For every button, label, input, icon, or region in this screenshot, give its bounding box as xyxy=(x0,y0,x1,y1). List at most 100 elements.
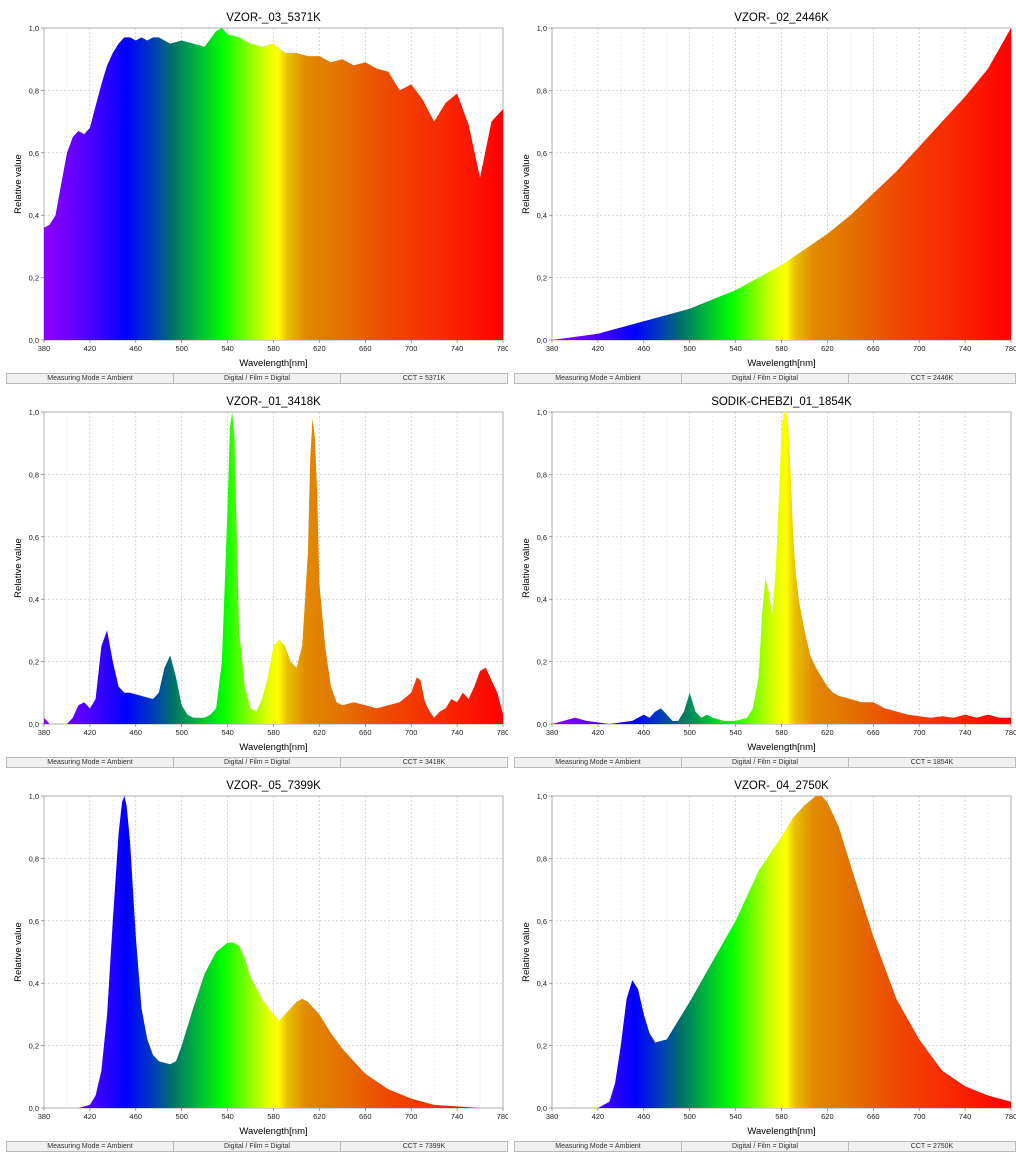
y-tick-label: 0,2 xyxy=(537,1042,547,1051)
y-axis-label: Relative value xyxy=(521,154,532,214)
status-field: Measuring Mode = Ambient xyxy=(515,374,682,383)
x-axis-label: Wavelength[nm] xyxy=(747,358,815,369)
x-tick-label: 700 xyxy=(405,344,418,353)
spectrum-chart: 380 420 460 500 540 580 620 660 700 740 780 0,0 0,2 0… xyxy=(13,780,508,1137)
y-axis-label: Relative value xyxy=(13,154,24,214)
chart-title: VZOR-_04_2750K xyxy=(734,780,829,792)
x-tick-label: 780 xyxy=(1005,344,1016,353)
chart-panel: 380 420 460 500 540 580 620 660 700 740 780 0,0 0,2 0… xyxy=(0,384,508,768)
x-tick-label: 460 xyxy=(638,344,651,353)
x-axis-label: Wavelength[nm] xyxy=(239,1126,307,1137)
spectrum-chart: 380 420 460 500 540 580 620 660 700 740 780 0,0 0,2 0… xyxy=(521,12,1016,369)
y-tick-label: 1,0 xyxy=(537,24,547,33)
spectrum-chart: 380 420 460 500 540 580 620 660 700 740 780 0,0 0,2 0… xyxy=(521,780,1016,1137)
x-tick-label: 780 xyxy=(497,344,508,353)
x-tick-label: 660 xyxy=(867,344,880,353)
x-tick-label: 540 xyxy=(729,1112,742,1121)
chart-title: SODIK-CHEBZI_01_1854K xyxy=(711,396,852,408)
y-tick-label: 0,4 xyxy=(29,595,39,604)
x-axis-label: Wavelength[nm] xyxy=(747,742,815,753)
x-tick-label: 420 xyxy=(84,1112,97,1121)
x-tick-label: 580 xyxy=(775,728,788,737)
y-tick-label: 0,8 xyxy=(537,470,547,479)
x-tick-label: 660 xyxy=(867,728,880,737)
x-tick-label: 420 xyxy=(84,344,97,353)
x-tick-label: 540 xyxy=(729,728,742,737)
y-tick-label: 1,0 xyxy=(29,24,39,33)
x-tick-label: 500 xyxy=(683,728,696,737)
x-tick-label: 380 xyxy=(38,728,51,737)
x-tick-label: 420 xyxy=(592,1112,605,1121)
x-tick-label: 540 xyxy=(221,344,234,353)
x-tick-label: 500 xyxy=(175,728,188,737)
y-tick-label: 0,6 xyxy=(537,533,547,542)
x-tick-label: 620 xyxy=(821,344,834,353)
x-tick-label: 540 xyxy=(729,344,742,353)
x-tick-label: 380 xyxy=(38,344,51,353)
status-field: Measuring Mode = Ambient xyxy=(7,374,174,383)
y-tick-label: 0,4 xyxy=(537,211,547,220)
status-field: Digital / Film = Digital xyxy=(174,374,341,383)
y-tick-label: 0,8 xyxy=(29,470,39,479)
y-tick-label: 0,6 xyxy=(537,917,547,926)
y-tick-label: 0,0 xyxy=(537,336,547,345)
x-tick-label: 780 xyxy=(497,1112,508,1121)
status-field: CCT = 2750K xyxy=(910,1143,954,1150)
x-tick-label: 740 xyxy=(451,344,464,353)
x-tick-label: 580 xyxy=(267,1112,280,1121)
spectrum-area xyxy=(44,28,503,340)
chart-panel: 380 420 460 500 540 580 620 660 700 740 780 0,0 0,2 0… xyxy=(508,768,1016,1152)
status-bar: Measuring Mode = Ambient Digital / Film =… xyxy=(514,1141,1016,1152)
x-tick-label: 420 xyxy=(84,728,97,737)
x-tick-label: 420 xyxy=(592,728,605,737)
status-bar: Measuring Mode = Ambient Digital / Film =… xyxy=(6,373,508,384)
y-tick-label: 0,8 xyxy=(29,854,39,863)
x-tick-label: 700 xyxy=(405,1112,418,1121)
x-tick-label: 500 xyxy=(175,1112,188,1121)
y-tick-label: 0,4 xyxy=(29,979,39,988)
x-tick-label: 380 xyxy=(546,1112,559,1121)
status-bar: Measuring Mode = Ambient Digital / Film =… xyxy=(514,757,1016,768)
x-tick-label: 500 xyxy=(175,344,188,353)
y-tick-label: 0,4 xyxy=(29,211,39,220)
x-tick-label: 740 xyxy=(959,728,972,737)
x-tick-label: 620 xyxy=(821,1112,834,1121)
x-tick-label: 780 xyxy=(1005,728,1016,737)
status-field: Digital / Film = Digital xyxy=(682,374,849,383)
status-field: CCT = 7399K xyxy=(402,1143,446,1150)
x-tick-label: 460 xyxy=(638,1112,651,1121)
y-tick-label: 0,0 xyxy=(537,720,547,729)
status-bar: Measuring Mode = Ambient Digital / Film =… xyxy=(514,373,1016,384)
x-tick-label: 660 xyxy=(359,1112,372,1121)
y-tick-label: 0,2 xyxy=(29,1042,39,1051)
x-tick-label: 740 xyxy=(451,728,464,737)
status-field: CCT = 1854K xyxy=(910,759,954,766)
x-axis-label: Wavelength[nm] xyxy=(239,742,307,753)
x-axis-label: Wavelength[nm] xyxy=(747,1126,815,1137)
y-tick-label: 1,0 xyxy=(537,408,547,417)
status-bar: Measuring Mode = Ambient Digital / Film =… xyxy=(6,757,508,768)
y-tick-label: 0,0 xyxy=(537,1104,547,1113)
x-tick-label: 620 xyxy=(313,344,326,353)
x-tick-label: 540 xyxy=(221,1112,234,1121)
y-tick-label: 0,4 xyxy=(537,979,547,988)
status-field: Measuring Mode = Ambient xyxy=(7,758,174,767)
spectrum-area xyxy=(552,796,1011,1108)
x-tick-label: 660 xyxy=(359,344,372,353)
chart-panel: 380 420 460 500 540 580 620 660 700 740 780 0,0 0,2 0… xyxy=(0,768,508,1152)
spectrum-chart: 380 420 460 500 540 580 620 660 700 740 780 0,0 0,2 0… xyxy=(13,12,508,369)
x-tick-label: 780 xyxy=(497,728,508,737)
status-field: Digital / Film = Digital xyxy=(174,1142,341,1151)
x-axis-label: Wavelength[nm] xyxy=(239,358,307,369)
y-tick-label: 0,4 xyxy=(537,595,547,604)
y-axis-label: Relative value xyxy=(521,922,532,982)
x-tick-label: 540 xyxy=(221,728,234,737)
x-tick-label: 620 xyxy=(821,728,834,737)
y-tick-label: 1,0 xyxy=(537,792,547,801)
y-tick-label: 0,6 xyxy=(537,149,547,158)
x-tick-label: 460 xyxy=(130,1112,143,1121)
status-field: Measuring Mode = Ambient xyxy=(515,758,682,767)
x-tick-label: 660 xyxy=(359,728,372,737)
y-tick-label: 0,6 xyxy=(29,149,39,158)
x-tick-label: 580 xyxy=(775,344,788,353)
